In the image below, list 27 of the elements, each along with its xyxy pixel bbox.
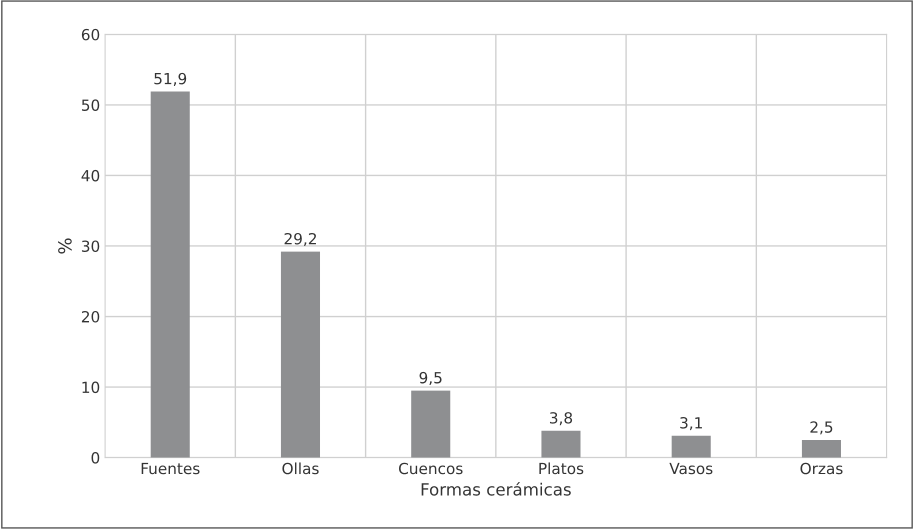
y-axis-title: %	[58, 238, 72, 254]
y-tick-label: 10	[82, 382, 100, 394]
y-tick-label: 50	[82, 99, 100, 111]
bar	[802, 440, 841, 458]
bar	[541, 430, 581, 458]
y-tick-label: 30	[82, 240, 100, 252]
data-label: 51,9	[154, 72, 186, 86]
data-label: 29,2	[284, 232, 316, 246]
data-label: 2,5	[810, 421, 832, 434]
x-tick-label: Cuencos	[399, 462, 463, 474]
y-tick-label: 0	[92, 452, 100, 464]
y-tick-label: 20	[82, 310, 100, 323]
x-tick-label: Ollas	[282, 462, 319, 474]
y-tick-label: 40	[82, 170, 100, 182]
bar	[411, 390, 450, 458]
y-tick-label: 60	[82, 28, 100, 40]
x-tick-label: Orzas	[800, 462, 843, 474]
data-label: 3,8	[550, 412, 572, 426]
bar	[280, 252, 320, 458]
x-axis-title: Formas cerámicas	[422, 482, 571, 496]
data-label: 9,5	[420, 372, 442, 386]
x-tick-label: Platos	[539, 462, 584, 474]
x-tick-label: Fuentes	[142, 462, 200, 474]
bar	[150, 92, 190, 458]
data-label: 3,1	[680, 417, 702, 430]
x-tick-label: Vasos	[669, 462, 712, 474]
bar	[672, 436, 711, 458]
